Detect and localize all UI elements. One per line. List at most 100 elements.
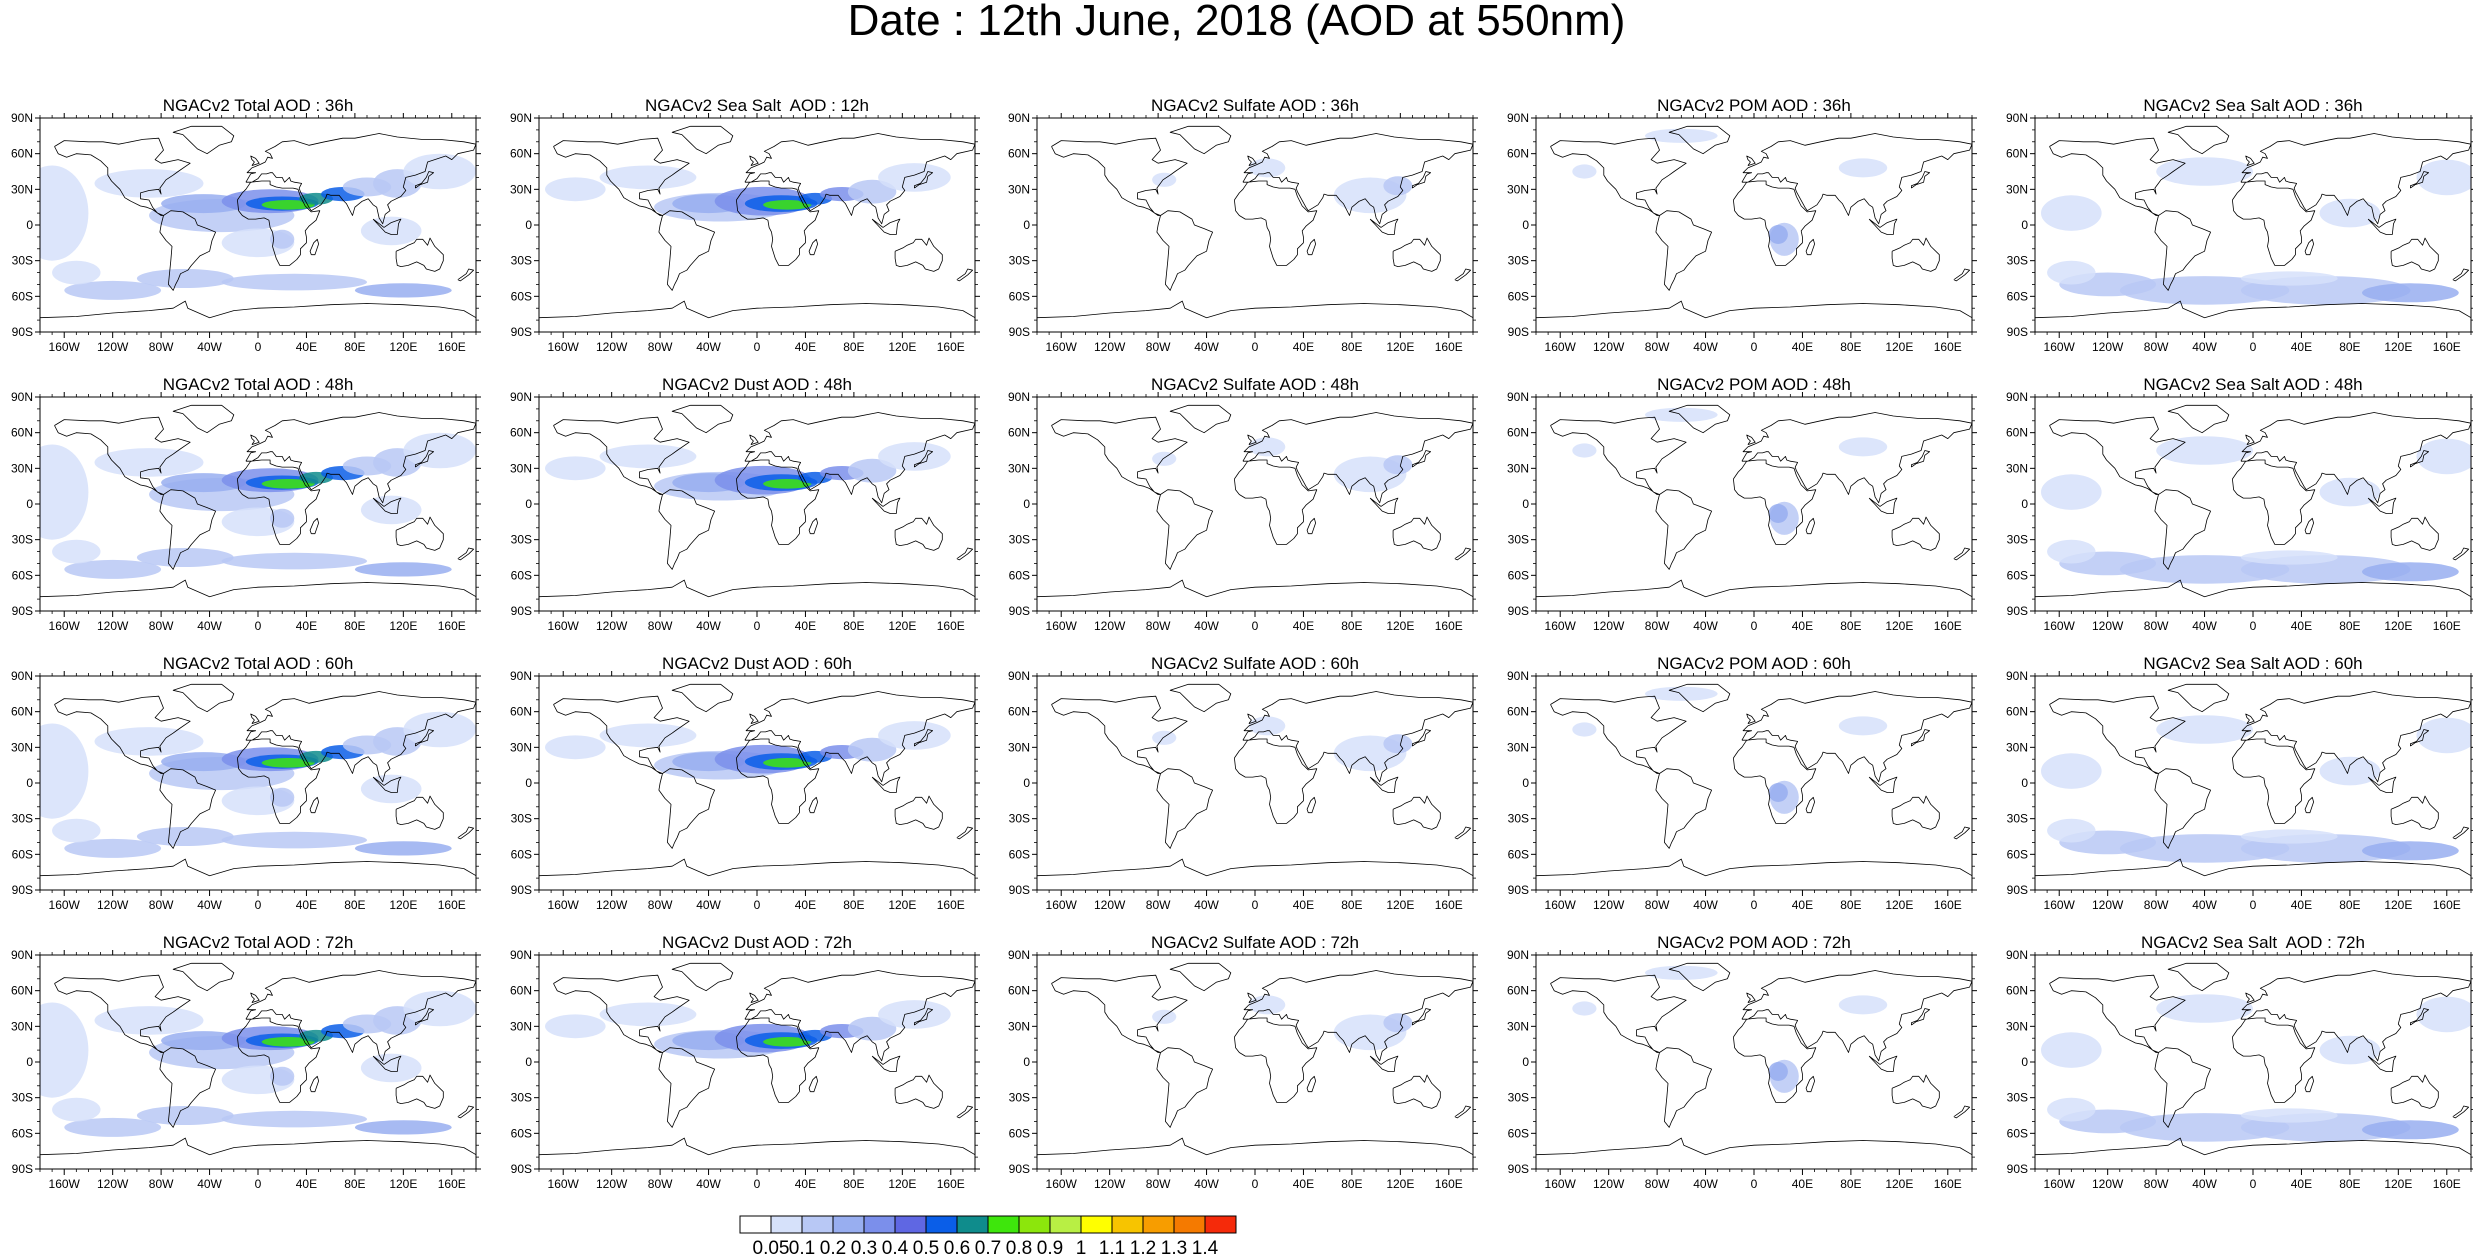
colorbar-swatch [1049, 1215, 1082, 1234]
lon-tick-label: 80E [1840, 619, 1861, 633]
lon-tick-label: 40E [296, 340, 317, 354]
lat-tick-label: 30S [12, 533, 33, 547]
lat-tick-label: 0 [1023, 497, 1030, 511]
coastlines [40, 404, 476, 598]
lon-tick-label: 80W [1146, 1177, 1171, 1191]
lat-tick-label: 60S [1508, 568, 1529, 582]
lat-tick-label: 60S [511, 1126, 532, 1140]
lat-tick-label: 0 [1023, 776, 1030, 790]
aod-region [1645, 686, 1718, 701]
aod-region [2362, 562, 2459, 582]
lon-tick-label: 80E [1341, 1177, 1362, 1191]
colorbar-label: 1.4 [1192, 1238, 1219, 1259]
aod-region [2041, 195, 2102, 231]
aod-region [403, 711, 476, 748]
colorbar-label: 1 [1076, 1238, 1087, 1259]
lat-tick-label: 60N [510, 426, 532, 440]
aod-region [2119, 276, 2290, 305]
lat-tick-label: 30S [12, 1091, 33, 1105]
aod-region [2047, 1097, 2096, 1122]
lon-tick-label: 40W [1194, 340, 1219, 354]
lat-tick-label: 90N [1507, 390, 1529, 404]
lat-tick-label: 30S [2007, 254, 2028, 268]
lat-tick-label: 60N [1507, 426, 1529, 440]
lon-tick-label: 120E [2384, 898, 2412, 912]
coastlines [1536, 962, 1972, 1156]
lat-tick-label: 30N [11, 461, 33, 475]
lon-tick-label: 40E [2291, 898, 2312, 912]
lat-tick-label: 60S [1508, 289, 1529, 303]
lon-tick-label: 120W [2092, 340, 2124, 354]
map-background [1536, 676, 1972, 890]
lat-tick-label: 60S [1009, 289, 1030, 303]
aod-region [763, 758, 812, 768]
panel-title: NGACv2 Sulfate AOD : 36h [1151, 96, 1359, 115]
lat-tick-label: 0 [1522, 776, 1529, 790]
lon-tick-label: 0 [2250, 340, 2257, 354]
lon-tick-label: 120E [1386, 898, 1414, 912]
lat-tick-label: 90S [1009, 325, 1030, 339]
lon-tick-label: 160W [1545, 340, 1577, 354]
lon-tick-label: 160W [1545, 898, 1577, 912]
aod-field [40, 711, 476, 858]
lat-tick-label: 90S [1009, 604, 1030, 618]
lon-tick-label: 160E [438, 898, 466, 912]
lat-tick-label: 90N [510, 111, 532, 125]
lon-tick-label: 0 [1751, 898, 1758, 912]
lon-tick-label: 40W [696, 1177, 721, 1191]
aod-region [403, 990, 476, 1027]
lat-tick-label: 90S [1009, 1162, 1030, 1176]
panel-title: NGACv2 Sea Salt AOD : 60h [2143, 654, 2363, 673]
lat-tick-label: 30N [1008, 740, 1030, 754]
aod-region [1383, 734, 1413, 754]
panel-title: NGACv2 Sulfate AOD : 48h [1151, 375, 1359, 394]
map-canvas: 90N 60N 30N 0 30S 60S 90S 160W 120W 80W 40W 0 40E 80E… [510, 111, 980, 354]
aod-region [2240, 271, 2338, 286]
lat-tick-label: 30S [511, 254, 532, 268]
lat-tick-label: 90N [2006, 669, 2028, 683]
lat-tick-label: 60S [2007, 847, 2028, 861]
aod-region [270, 508, 295, 528]
aod-region [1248, 716, 1286, 736]
lon-tick-label: 120W [596, 619, 628, 633]
aod-region [1383, 455, 1413, 475]
lon-tick-label: 160E [937, 619, 965, 633]
lat-tick-label: 60N [1507, 705, 1529, 719]
lat-tick-label: 30S [1009, 254, 1030, 268]
lon-tick-label: 40E [296, 898, 317, 912]
lat-tick-label: 30S [1508, 812, 1529, 826]
panel-title: NGACv2 Total AOD : 60h [162, 654, 354, 673]
aod-region [763, 200, 812, 210]
lon-tick-label: 160E [1934, 619, 1962, 633]
aod-region [360, 495, 422, 525]
lat-tick-label: 90N [11, 390, 33, 404]
aod-region [261, 1037, 315, 1047]
map-panel: NGACv2 POM AOD : 36h 90N 60N 30N 0 30S 60S 90S 1… [1496, 94, 1988, 354]
coastlines [1037, 404, 1473, 598]
lat-tick-label: 0 [525, 497, 532, 511]
lat-tick-label: 30S [1009, 1091, 1030, 1105]
aod-field [1152, 716, 1413, 772]
aod-region [1152, 730, 1177, 745]
lat-tick-label: 0 [525, 776, 532, 790]
lat-tick-label: 30S [2007, 812, 2028, 826]
colorbar-label: 0.5 [913, 1238, 939, 1259]
coastlines [40, 125, 476, 319]
lon-tick-label: 160W [548, 1177, 580, 1191]
map-canvas: 90N 60N 30N 0 30S 60S 90S 160W 120W 80W 40W 0 40E 80E… [1507, 948, 1977, 1191]
panel-title: NGACv2 Sea Salt AOD : 72h [2141, 933, 2365, 952]
lon-tick-label: 160W [2044, 340, 2076, 354]
aod-region [270, 787, 295, 807]
lon-tick-label: 120W [1593, 619, 1625, 633]
lat-tick-label: 0 [1522, 1055, 1529, 1069]
aod-region [360, 774, 422, 804]
lat-tick-label: 90S [1508, 604, 1529, 618]
lon-tick-label: 0 [754, 340, 761, 354]
map-canvas: 90N 60N 30N 0 30S 60S 90S 160W 120W 80W 40W 0 40E 80E… [2006, 948, 2473, 1191]
map-panel: NGACv2 POM AOD : 48h 90N 60N 30N 0 30S 60S 90S 1… [1496, 373, 1988, 633]
lon-tick-label: 0 [1252, 1177, 1259, 1191]
map-background [1037, 676, 1473, 890]
lat-tick-label: 90N [2006, 111, 2028, 125]
aod-region [64, 1117, 162, 1137]
colorbar: 0.05 0.1 0.2 0.3 0.4 0.5 0.6 0.7 0.8 0.9 1 1.1 1.2 1.… [739, 1215, 1237, 1259]
